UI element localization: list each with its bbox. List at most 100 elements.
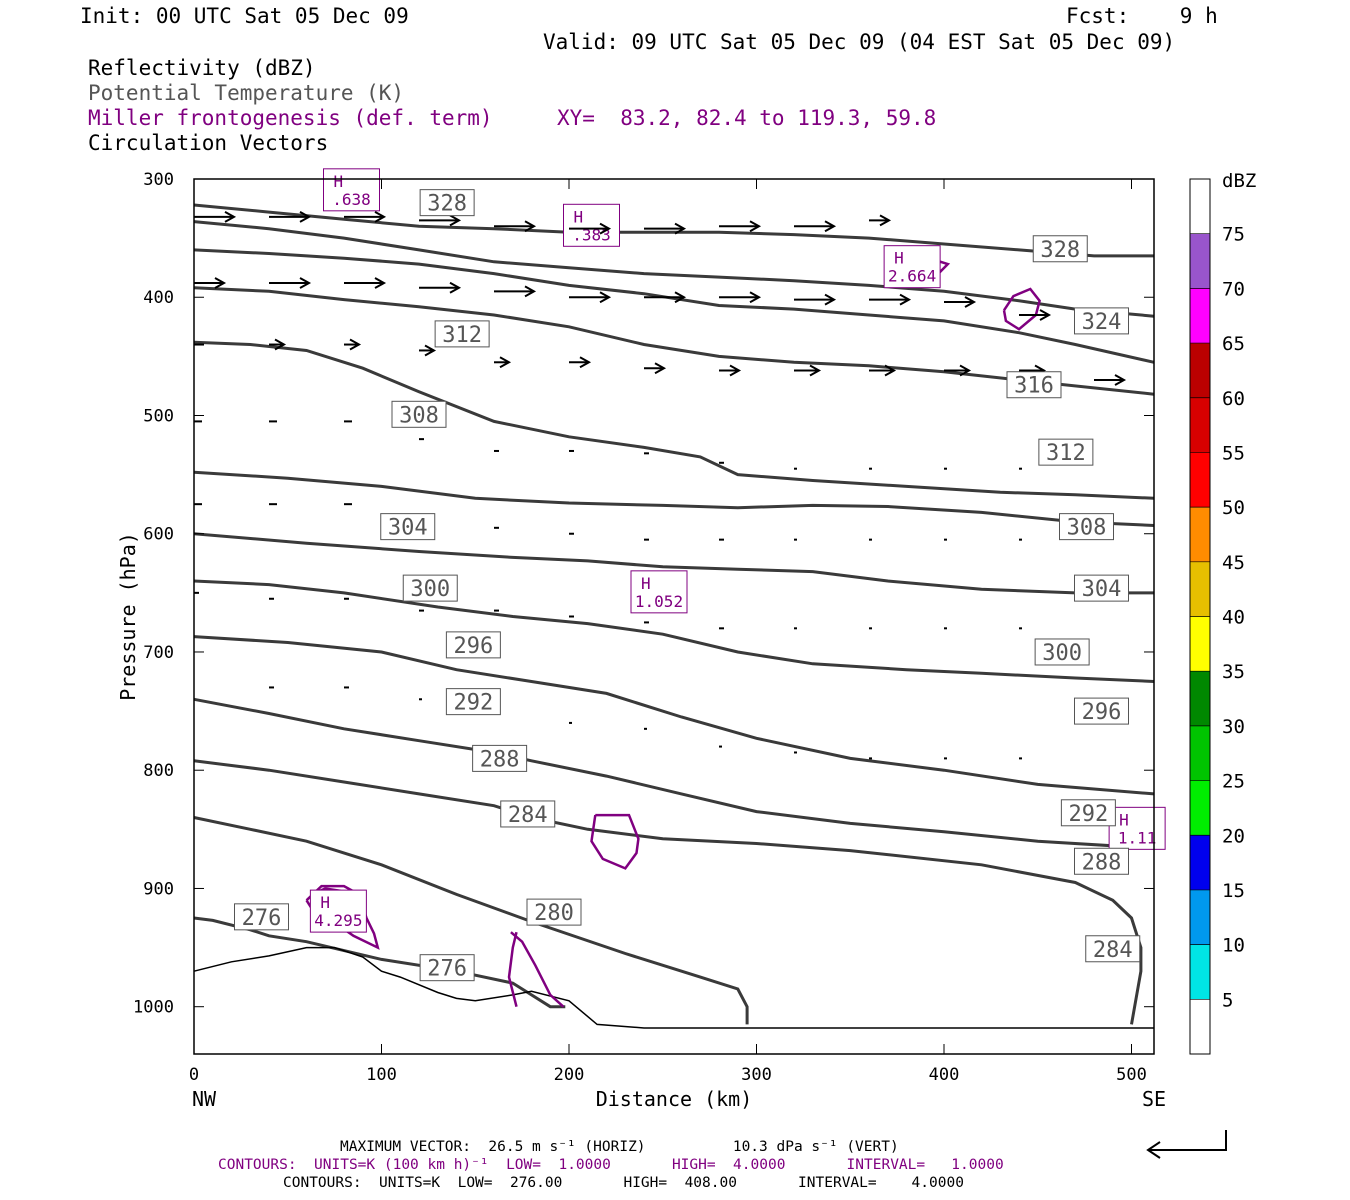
y-tick-label: 800	[143, 761, 174, 781]
circulation-vector	[869, 214, 892, 227]
theta-label-box	[526, 898, 582, 926]
axes: 300 400 500 600 700 800 900 1000 0 100 200 300 400 50…	[116, 170, 1166, 1111]
maximum-vector-text: MAXIMUM VECTOR: 26.5 m s⁻¹ (HORIZ) 10.3 …	[340, 1139, 899, 1155]
theta-contour-312	[193, 286, 1155, 396]
colorbar-label: 45	[1222, 552, 1245, 574]
frontogenesis-contour-1	[507, 931, 518, 1008]
nw-end-label: NW	[192, 1087, 217, 1111]
x-tick-label: 0	[189, 1065, 199, 1085]
field-reflectivity: Reflectivity (dBZ)	[88, 56, 316, 80]
colorbar-swatch	[1190, 233, 1210, 289]
colorbar-swatch	[1190, 561, 1210, 617]
frontogenesis-max-value: .638	[332, 190, 371, 209]
y-tick-label: 400	[143, 288, 174, 308]
theta-label-box	[1038, 438, 1094, 466]
frontogenesis-max-letter: H	[320, 893, 330, 912]
y-tick-label: 1000	[133, 998, 174, 1018]
frontogenesis-max-box	[323, 168, 380, 212]
theta-label: 304	[388, 516, 428, 541]
frontogenesis-max-letter: H	[574, 207, 584, 226]
colorbar-label: 75	[1222, 224, 1245, 246]
y-tick-label: 500	[143, 406, 174, 426]
theta-label-box	[445, 688, 501, 716]
circulation-vector	[494, 285, 537, 298]
se-end-label: SE	[1142, 1087, 1166, 1111]
circulation-vector	[569, 356, 592, 369]
theta-label: 328	[1040, 238, 1080, 263]
circulation-vector	[794, 364, 822, 377]
circulation-vector	[269, 338, 287, 351]
theta-label-box	[1034, 638, 1090, 666]
theta-contour-292	[193, 635, 1155, 796]
colorbar-label: 5	[1222, 989, 1233, 1011]
frontogenesis-contour-info: CONTOURS: UNITS=K (100 km h)⁻¹ LOW= 1.00…	[218, 1157, 1004, 1173]
circulation-vector	[419, 281, 462, 294]
colorbar-label: 50	[1222, 497, 1245, 519]
theta-contour-288	[193, 697, 1155, 850]
theta-label: 300	[1042, 641, 1082, 666]
frontogenesis-max-box	[630, 570, 688, 614]
circulation-vector	[344, 338, 362, 351]
frontogenesis-max-box	[309, 889, 367, 933]
circulation-vector	[644, 222, 687, 235]
circulation-vector	[869, 293, 912, 306]
valid-time: Valid: 09 UTC Sat 05 Dec 09 (04 EST Sat …	[543, 30, 1176, 54]
theta-label-box	[419, 954, 475, 982]
theta-label-box	[1006, 371, 1062, 399]
circulation-vector	[719, 364, 742, 377]
theta-label: 284	[508, 803, 548, 828]
frontogenesis-max-box	[883, 245, 941, 289]
colorbar-swatch	[1190, 671, 1210, 726]
frontogenesis-contour-1	[510, 931, 565, 1008]
colorbar-swatch	[1190, 397, 1210, 453]
theta-contour-324	[193, 220, 1155, 318]
circulation-vector	[644, 362, 667, 375]
circulation-vector	[719, 220, 762, 233]
colorbar-swatch	[1190, 999, 1210, 1054]
x-tick-label: 400	[929, 1065, 960, 1085]
circulation-vector	[344, 210, 387, 223]
theta-label-box	[500, 800, 556, 828]
x-tick-label: 100	[366, 1065, 397, 1085]
theta-label: 288	[1082, 850, 1122, 875]
theta-label: 288	[480, 747, 520, 772]
theta-contour-316	[193, 248, 1155, 364]
forecast-hour: Fcst: 9 h	[1066, 4, 1218, 28]
theta-label: 312	[1046, 441, 1086, 466]
frontogenesis-contour-1	[1002, 287, 1041, 331]
theta-label-box	[1059, 513, 1114, 541]
theta-contour-296	[193, 579, 1155, 683]
theta-label-box	[402, 574, 458, 602]
colorbar-swatch	[1190, 288, 1210, 344]
circulation-vector	[494, 220, 537, 233]
plot-frame	[193, 178, 1155, 1055]
init-time: Init: 00 UTC Sat 05 Dec 09	[80, 4, 409, 28]
theta-contour-304	[193, 470, 1155, 527]
circulation-vector	[344, 277, 387, 289]
theta-contours	[193, 203, 1155, 1025]
frontogenesis-max-box	[1108, 806, 1166, 850]
circulation-vector	[644, 291, 687, 304]
circulation-vector	[869, 364, 897, 377]
reference-vector-arrow	[1146, 1130, 1227, 1159]
frontogenesis-max-value: 2.664	[888, 267, 936, 286]
frontogenesis-max-value: 1.052	[635, 592, 683, 611]
x-tick-label: 500	[1116, 1065, 1147, 1085]
theta-label-box	[1032, 235, 1088, 263]
colorbar-swatch	[1190, 507, 1210, 562]
frontogenesis-max-box	[563, 203, 620, 247]
colorbar-label: 20	[1222, 825, 1245, 847]
y-tick-label: 700	[143, 643, 174, 663]
theta-contour-info: CONTOURS: UNITS=K LOW= 276.00 HIGH= 408.…	[283, 1175, 964, 1191]
circulation-vector	[269, 277, 312, 289]
theta-label: 296	[1082, 700, 1122, 725]
colorbar-label: 35	[1222, 661, 1245, 683]
circulation-vector	[194, 210, 237, 223]
colorbar-label: 40	[1222, 607, 1245, 629]
theta-label-box	[434, 320, 490, 348]
y-tick-label: 600	[143, 525, 174, 545]
frontogenesis-max-letter: H	[334, 172, 344, 191]
theta-contour-328	[193, 203, 1154, 258]
theta-label-box	[1074, 847, 1129, 875]
